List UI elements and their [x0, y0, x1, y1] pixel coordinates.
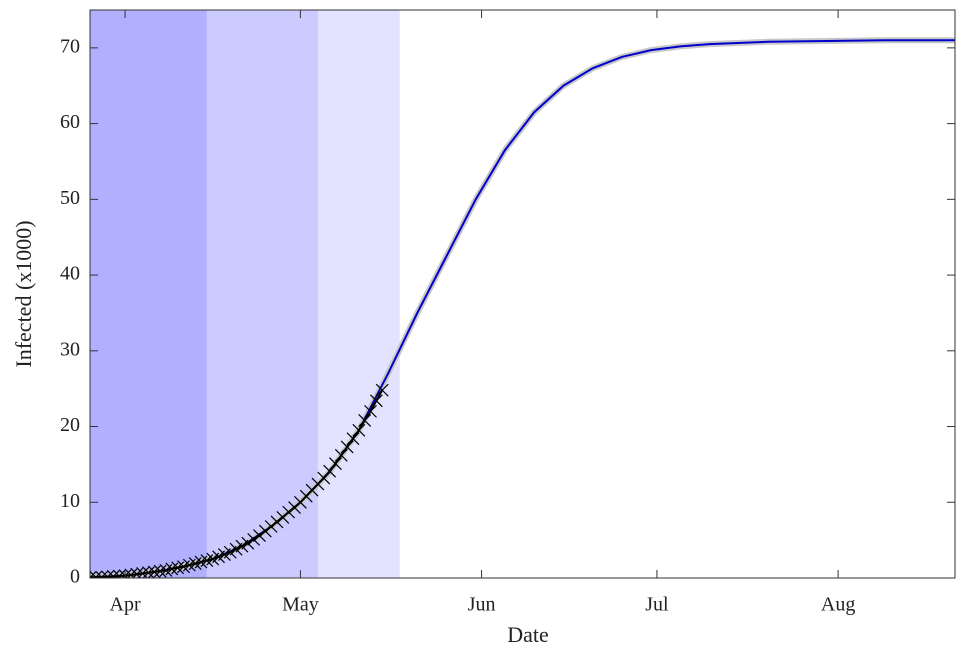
observed-marker	[358, 414, 372, 427]
x-axis-label: Date	[507, 622, 549, 647]
observed-marker	[253, 529, 266, 543]
x-tick-label: Jul	[645, 594, 669, 616]
plot-frame	[89, 9, 956, 579]
observed-marker	[346, 432, 360, 446]
y-tick-label: 0	[70, 566, 80, 588]
y-tick-label: 70	[60, 35, 80, 57]
observed-marker	[270, 515, 284, 529]
x-tick-label: Apr	[110, 594, 141, 616]
y-tick-label: 10	[60, 490, 80, 512]
observed-marker	[130, 567, 144, 578]
observed-marker	[106, 570, 120, 578]
observed-marker	[229, 542, 243, 556]
y-tick-label: 30	[60, 338, 80, 360]
observed-marker	[264, 520, 278, 533]
x-tick-label: Jun	[468, 594, 496, 616]
shaded-region	[317, 10, 400, 578]
shaded-region	[90, 10, 207, 578]
observed-marker	[147, 565, 161, 578]
observed-marker	[340, 440, 354, 454]
observed-marker	[323, 464, 337, 478]
observed-marker	[364, 404, 377, 418]
observed-marker	[352, 423, 366, 437]
observed-marker	[247, 532, 261, 546]
observed-marker	[282, 505, 296, 519]
observed-marker	[112, 569, 126, 578]
observed-marker	[171, 561, 185, 575]
y-tick-label: 20	[60, 414, 80, 436]
observed-marker	[165, 562, 179, 576]
y-axis-label: Infected (x1000)	[11, 220, 36, 367]
x-tick-label: May	[282, 594, 319, 616]
observed-marker	[329, 457, 342, 471]
y-tick-label: 60	[60, 111, 80, 133]
x-tick-label: Aug	[821, 594, 855, 616]
y-tick-label: 40	[60, 263, 80, 285]
observed-marker	[258, 524, 272, 538]
observed-marker	[369, 394, 383, 408]
y-tick-label: 50	[60, 187, 80, 209]
observed-marker	[95, 570, 109, 578]
observed-marker	[142, 566, 155, 578]
observed-marker	[136, 567, 150, 578]
observed-marker	[153, 564, 167, 578]
observed-marker	[101, 570, 114, 578]
observed-marker	[124, 568, 138, 578]
observed-marker	[241, 536, 255, 550]
observed-marker	[334, 448, 348, 462]
observed-marker	[90, 570, 103, 578]
observed-marker	[375, 383, 389, 397]
observed-marker	[90, 571, 97, 578]
shaded-region	[206, 10, 318, 578]
observed-marker	[317, 471, 331, 485]
observed-marker	[235, 539, 249, 553]
observed-marker	[223, 545, 237, 559]
